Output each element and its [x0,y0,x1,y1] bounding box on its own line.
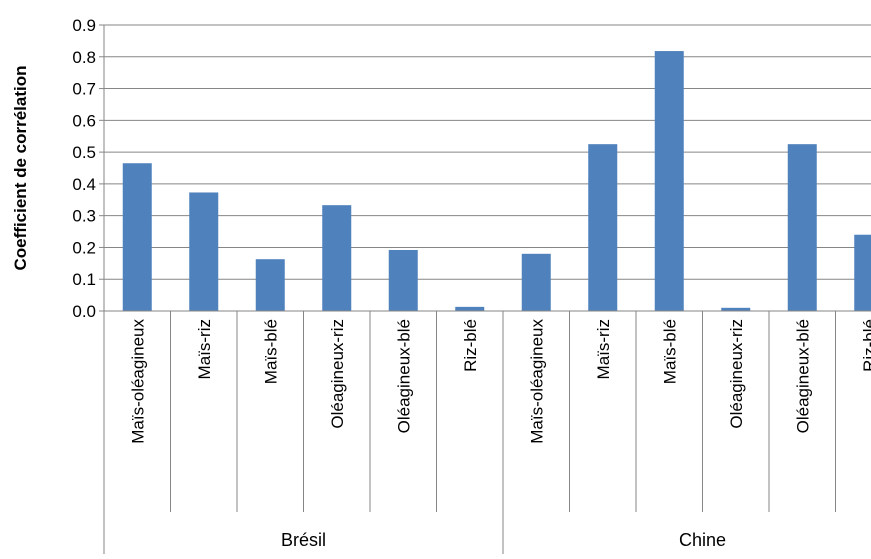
y-tick-labels: 0.0 0.1 0.2 0.3 0.4 0.5 0.6 0.7 0.8 0.9 [72,16,96,321]
y-tick-label: 0.3 [72,207,96,226]
axes [99,24,871,554]
y-tick-label: 0.5 [72,143,96,162]
y-tick-label: 0.7 [72,80,96,99]
y-tick-label: 0.6 [72,111,96,130]
bar [388,249,418,311]
y-axis-title: Coefficient de corrélation [11,66,30,271]
category-label: Riz-blé [461,319,480,372]
y-tick-label: 0.8 [72,48,96,67]
bar [322,205,352,311]
y-tick-label: 0.9 [72,16,96,35]
bar [189,192,219,311]
category-label: Maïs-blé [660,319,679,384]
gridlines [104,24,871,280]
bar [654,51,684,312]
category-label: Maïs-riz [594,319,613,379]
category-label: Oléagineux-blé [793,319,812,433]
bar [122,163,152,311]
bar [787,144,817,311]
category-label: Oléagineux-riz [328,319,347,429]
category-label: Oléagineux-blé [394,319,413,433]
category-label: Oléagineux-riz [727,319,746,429]
y-tick-label: 0.0 [72,302,96,321]
bars [122,51,871,312]
group-labels: Brésil Chine [281,530,726,550]
bar [255,259,285,311]
category-label: Maïs-oléagineux [128,319,147,444]
y-tick-label: 0.2 [72,238,96,257]
group-label: Brésil [281,530,326,550]
group-label: Chine [679,530,726,550]
category-label: Riz-blé [860,319,871,372]
category-label: Maïs-riz [195,319,214,379]
y-tick-label: 0.1 [72,270,96,289]
category-labels: Maïs-oléagineux Maïs-riz Maïs-blé Oléagineu… [128,319,871,444]
bar [721,307,751,311]
category-label: Maïs-blé [261,319,280,384]
category-label: Maïs-oléagineux [527,319,546,444]
bar [588,144,618,311]
bar [521,253,551,311]
bar [455,306,485,311]
bar [854,234,871,311]
y-tick-label: 0.4 [72,175,96,194]
